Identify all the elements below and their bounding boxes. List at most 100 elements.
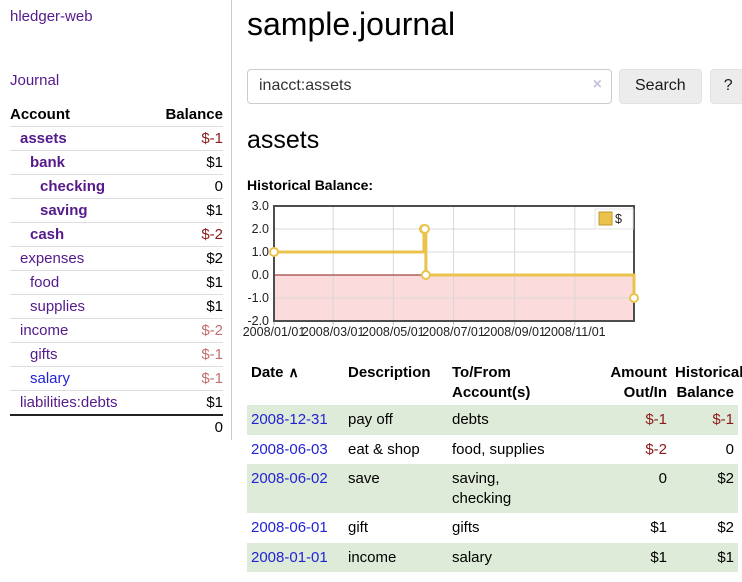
account-row: salary $-1	[10, 366, 223, 391]
cell-tofrom: salary	[448, 542, 596, 573]
cell-balance: $1	[671, 542, 738, 573]
historical-balance-chart: 3.0 2.0 1.0 0.0 -1.0 -2.0 2008/01/01 2008/03/01…	[243, 199, 739, 341]
register-table: Date ∧ Description To/From Account(s) Amo…	[247, 361, 742, 573]
transaction-row[interactable]: 2008-06-02 save saving, checking 0 $2	[247, 464, 738, 514]
cell-tofrom: saving, checking	[448, 464, 596, 514]
accounts-total-value: 0	[148, 414, 223, 439]
clear-search-icon[interactable]: ×	[592, 75, 602, 93]
register-header-date[interactable]: Date ∧	[251, 363, 299, 381]
transaction-row[interactable]: 2008-06-03 eat & shop food, supplies $-2 0	[247, 435, 738, 465]
main-content: sample.journal × Search ? assets Histori…	[243, 0, 742, 573]
account-row: expenses $2	[10, 246, 223, 271]
register-header-tofrom: To/From Account(s)	[452, 363, 531, 402]
search-button[interactable]: Search	[619, 68, 702, 104]
search-input[interactable]	[247, 68, 612, 104]
account-row: bank $1	[10, 150, 223, 175]
account-row: cash $-2	[10, 222, 223, 247]
chart-canvas: 3.0 2.0 1.0 0.0 -1.0 -2.02008/01/012008/03/01…	[243, 199, 639, 339]
svg-text:1.0: 1.0	[252, 245, 269, 259]
sort-ascending-icon: ∧	[288, 363, 299, 380]
account-row: assets $-1	[10, 126, 223, 151]
cell-date[interactable]: 2008-12-31	[247, 405, 344, 435]
sidebar-account-link-assets[interactable]: assets	[20, 130, 67, 147]
cell-date[interactable]: 2008-06-02	[247, 464, 344, 514]
account-heading: assets	[247, 125, 320, 154]
transaction-date-link[interactable]: 2008-01-01	[251, 548, 328, 566]
account-balance: $1	[148, 294, 223, 319]
transaction-row[interactable]: 2008-12-31 pay off debts $-1 $-1	[247, 405, 738, 435]
cell-amount: $1	[650, 519, 667, 537]
cell-balance: $-1	[671, 405, 738, 435]
account-balance: $1	[148, 198, 223, 223]
sidebar-account-link-expenses[interactable]: expenses	[20, 250, 85, 267]
accounts-header-account: Account	[10, 106, 70, 123]
transaction-date-link[interactable]: 2008-12-31	[251, 411, 328, 429]
account-balance: $-2	[148, 222, 223, 247]
account-balance: $-1	[148, 342, 223, 367]
sidebar-account-link-income[interactable]: income	[20, 322, 69, 339]
svg-text:3.0: 3.0	[252, 199, 269, 213]
sidebar-account-link-bank[interactable]: bank	[30, 154, 66, 171]
svg-text:0.0: 0.0	[252, 268, 269, 282]
app-title-link[interactable]: hledger-web	[10, 8, 93, 25]
cell-date[interactable]: 2008-06-03	[247, 435, 344, 465]
cell-description: save	[344, 464, 448, 514]
svg-text:2008/11/01: 2008/11/01	[544, 325, 606, 339]
cell-description: pay off	[344, 405, 448, 435]
transaction-date-link[interactable]: 2008-06-03	[251, 440, 328, 458]
svg-text:2.0: 2.0	[252, 222, 269, 236]
cell-amount: 0	[596, 464, 671, 514]
sidebar-account-link-salary[interactable]: salary	[30, 370, 71, 387]
account-row: liabilities:debts $1	[10, 390, 223, 415]
cell-balance: $2	[717, 519, 734, 537]
register-header-balance: Historical Balance	[675, 363, 742, 402]
cell-tofrom: food, supplies	[452, 440, 545, 458]
cell-date[interactable]: 2008-01-01	[247, 542, 344, 573]
svg-text:$: $	[615, 212, 622, 226]
sidebar-account-link-checking[interactable]: checking	[40, 178, 106, 195]
transaction-row[interactable]: 2008-01-01 income salary $1 $1	[247, 542, 738, 573]
page-title: sample.journal	[247, 6, 456, 42]
help-button[interactable]: ?	[709, 68, 742, 104]
account-row: supplies $1	[10, 294, 223, 319]
cell-description: gift	[348, 519, 369, 537]
cell-amount: $1	[596, 542, 671, 573]
sidebar-account-link-food[interactable]: food	[30, 274, 60, 291]
sidebar-account-link-gifts[interactable]: gifts	[30, 346, 58, 363]
cell-tofrom: debts	[448, 405, 596, 435]
svg-text:2008/01/01: 2008/01/01	[243, 325, 306, 339]
transaction-date-link[interactable]: 2008-06-02	[251, 470, 328, 488]
sidebar-account-link-supplies[interactable]: supplies	[30, 298, 86, 315]
sidebar: hledger-web Journal Account Balance asse…	[0, 0, 232, 440]
account-row: gifts $-1	[10, 342, 223, 367]
accounts-header-balance: Balance	[165, 106, 223, 123]
register-header-description: Description	[348, 363, 431, 381]
account-balance: $1	[148, 390, 223, 415]
svg-text:-2.0: -2.0	[247, 314, 269, 328]
transaction-date-link[interactable]: 2008-06-01	[251, 519, 328, 537]
cell-amount: $-2	[645, 440, 667, 458]
svg-text:-1.0: -1.0	[247, 291, 269, 305]
account-balance: $1	[148, 150, 223, 175]
account-balance: $-1	[148, 366, 223, 391]
cell-description: eat & shop	[348, 440, 420, 458]
account-balance: $1	[148, 270, 223, 295]
accounts-total-row: 0	[10, 414, 223, 439]
svg-text:2008/07/01: 2008/07/01	[422, 325, 485, 339]
cell-balance: $2	[671, 464, 738, 514]
account-balance: $-1	[148, 126, 223, 151]
cell-amount: $-1	[596, 405, 671, 435]
sidebar-account-link-saving[interactable]: saving	[40, 202, 88, 219]
sidebar-account-link-cash[interactable]: cash	[30, 226, 65, 243]
cell-tofrom: gifts	[452, 519, 480, 537]
cell-date[interactable]: 2008-06-01	[247, 513, 344, 543]
account-row: saving $1	[10, 198, 223, 223]
transaction-row[interactable]: 2008-06-01 gift gifts $1 $2	[247, 513, 738, 543]
account-balance: $2	[148, 246, 223, 271]
sidebar-account-link-liabilities-debts[interactable]: liabilities:debts	[20, 394, 118, 411]
account-balance: 0	[148, 174, 223, 199]
search-form: × Search ?	[247, 68, 742, 104]
sidebar-item-journal[interactable]: Journal	[10, 72, 60, 89]
register-header-amount: Amount Out/In	[610, 363, 667, 402]
account-row: food $1	[10, 270, 223, 295]
